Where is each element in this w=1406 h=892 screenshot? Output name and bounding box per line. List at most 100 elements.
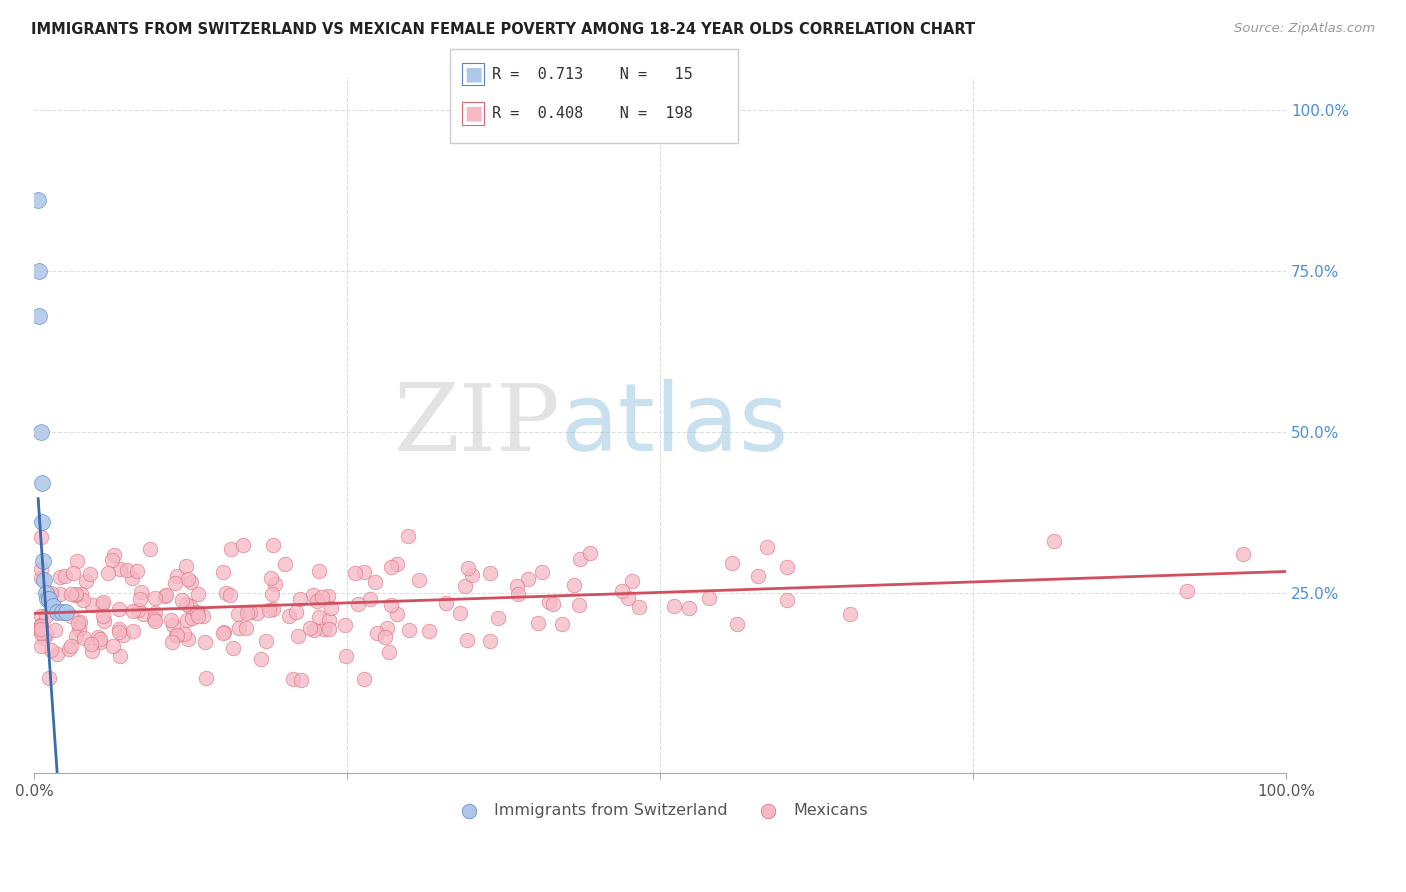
Point	[550, 616, 572, 631]
Point	[30, 624, 52, 639]
Point	[218, 588, 240, 602]
Text: ■: ■	[464, 64, 482, 84]
Point	[65, 554, 87, 568]
Point	[236, 606, 259, 620]
Point	[506, 579, 529, 593]
Text: ZIP: ZIP	[394, 380, 560, 470]
Point	[174, 559, 197, 574]
Point	[69, 615, 91, 630]
Point	[508, 587, 530, 601]
Point	[63, 589, 86, 603]
Point	[219, 541, 242, 556]
Point	[311, 590, 333, 604]
Point	[173, 627, 195, 641]
Point	[65, 629, 87, 643]
Point	[235, 621, 257, 635]
Point	[53, 568, 76, 582]
Point	[517, 572, 540, 586]
Point	[316, 589, 339, 603]
Point	[396, 529, 419, 543]
Point	[568, 598, 591, 612]
Point	[174, 597, 197, 611]
Point	[461, 568, 484, 582]
Point	[245, 607, 267, 621]
Point	[226, 607, 249, 621]
Point	[115, 563, 138, 577]
Point	[80, 637, 103, 651]
Point	[91, 609, 114, 624]
Legend: Immigrants from Switzerland, Mexicans: Immigrants from Switzerland, Mexicans	[446, 797, 875, 824]
Point	[221, 640, 243, 655]
Point	[277, 608, 299, 623]
Point	[212, 625, 235, 640]
Point	[215, 586, 238, 600]
Text: atlas: atlas	[560, 379, 789, 471]
Point	[305, 594, 328, 608]
Point	[697, 591, 720, 605]
Point	[1232, 548, 1254, 562]
Point	[46, 604, 69, 618]
Point	[30, 619, 52, 633]
Point	[143, 606, 166, 620]
Point	[457, 561, 479, 575]
Point	[162, 618, 184, 632]
Point	[212, 565, 235, 579]
Text: R =  0.713    N =   15: R = 0.713 N = 15	[492, 67, 693, 81]
Point	[31, 515, 53, 529]
Point	[51, 605, 73, 619]
Point	[359, 592, 381, 607]
Point	[166, 628, 188, 642]
Point	[55, 605, 77, 619]
Point	[129, 585, 152, 599]
Point	[62, 566, 84, 580]
Text: ■: ■	[464, 103, 482, 123]
Point	[32, 632, 55, 646]
Point	[195, 671, 218, 685]
Point	[725, 616, 748, 631]
Point	[153, 590, 176, 604]
Point	[775, 593, 797, 607]
Point	[302, 588, 325, 602]
Point	[262, 601, 284, 615]
Point	[97, 566, 120, 580]
Point	[375, 621, 398, 635]
Point	[65, 587, 87, 601]
Point	[108, 601, 131, 615]
Point	[165, 628, 187, 642]
Point	[122, 624, 145, 638]
Point	[257, 603, 280, 617]
Point	[28, 263, 51, 277]
Point	[179, 599, 201, 614]
Point	[128, 592, 150, 607]
Point	[165, 575, 187, 590]
Point	[108, 622, 131, 636]
Point	[449, 607, 471, 621]
Point	[82, 644, 104, 658]
Point	[333, 618, 356, 632]
Point	[39, 586, 62, 600]
Point	[353, 672, 375, 686]
Point	[38, 672, 60, 686]
Point	[543, 597, 565, 611]
Point	[30, 609, 52, 624]
Point	[531, 565, 554, 579]
Point	[48, 570, 70, 584]
Point	[121, 604, 143, 618]
Point	[238, 605, 260, 619]
Point	[30, 622, 52, 636]
Point	[90, 597, 112, 611]
Point	[127, 603, 149, 617]
Point	[176, 613, 198, 627]
Point	[380, 599, 402, 613]
Point	[166, 569, 188, 583]
Point	[374, 630, 396, 644]
Point	[91, 594, 114, 608]
Point	[112, 628, 135, 642]
Point	[38, 592, 60, 607]
Point	[31, 476, 53, 491]
Point	[79, 566, 101, 581]
Point	[568, 552, 591, 566]
Point	[28, 309, 51, 323]
Point	[260, 571, 283, 585]
Point	[59, 587, 82, 601]
